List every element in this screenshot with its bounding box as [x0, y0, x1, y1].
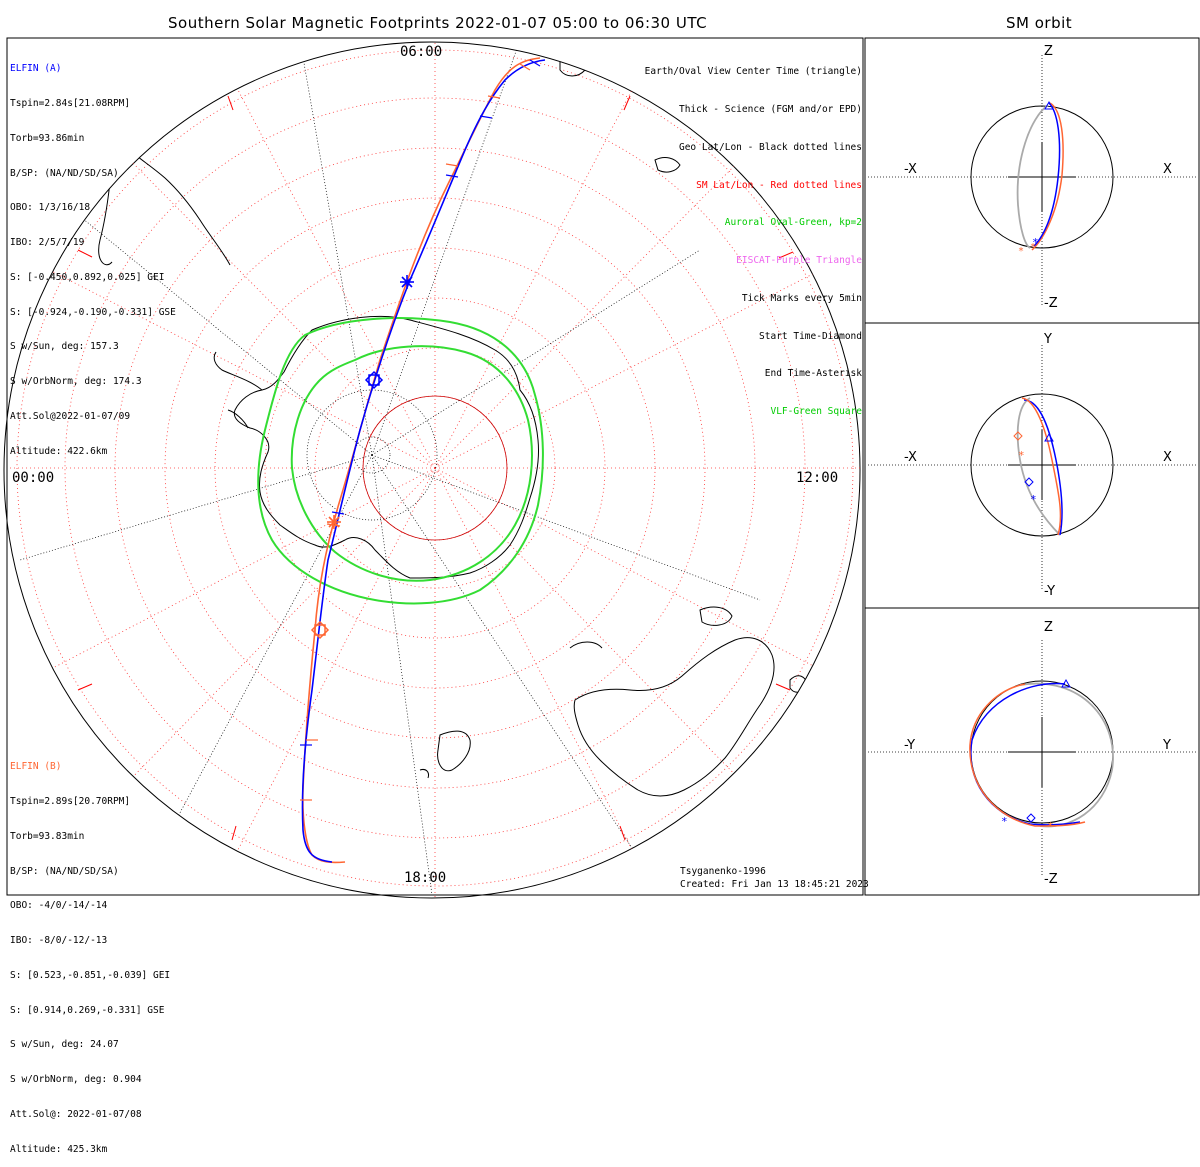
- orbit1-left: -X: [904, 162, 917, 177]
- geo-grid: [19, 42, 761, 896]
- map-frame: [6, 37, 864, 896]
- hour-label-right: 12:00: [796, 470, 839, 486]
- orbit-panel-yz: * *: [868, 640, 1198, 875]
- elfin-b-info: ELFIN (B) Tspin=2.89s[20.70RPM] Torb=93.…: [10, 738, 170, 1167]
- elfin-a-info: ELFIN (A) Tspin=2.84s[21.08RPM] Torb=93.…: [10, 40, 176, 469]
- elfin-b-name: ELFIN (B): [10, 761, 62, 773]
- elfin-b-line: Torb=93.83min: [10, 830, 85, 842]
- elfin-b-line: IBO: -8/0/-12/-13: [10, 935, 108, 947]
- hour-label-left: 00:00: [12, 470, 55, 486]
- hour-label-top: 06:00: [400, 44, 443, 60]
- legend-item: EISCAT-Purple Triangle: [736, 255, 862, 267]
- legend-item: End Time-Asterisk: [764, 368, 862, 380]
- elfin-b-line: S w/OrbNorm, deg: 0.904: [10, 1074, 142, 1086]
- elfin-b-line: S: [0.914,0.269,-0.331] GSE: [10, 1004, 165, 1016]
- legend: Earth/Oval View Center Time (triangle) T…: [645, 41, 862, 431]
- elfin-b-line: S: [0.523,-0.851,-0.039] GEI: [10, 969, 171, 981]
- orbit1-top: Z: [1044, 44, 1053, 59]
- svg-text:*: *: [1047, 820, 1054, 833]
- legend-item: Start Time-Diamond: [759, 330, 862, 342]
- elfin-b-line: OBO: -4/0/-14/-14: [10, 900, 108, 912]
- legend-item: Thick - Science (FGM and/or EPD): [678, 103, 862, 115]
- legend-item: Auroral Oval-Green, kp=2: [724, 217, 862, 229]
- svg-text:*: *: [1018, 449, 1025, 462]
- elfin-a-line: Torb=93.86min: [10, 132, 85, 144]
- sm-meridians: [8, 42, 860, 898]
- orbit-frame: [864, 37, 1200, 896]
- svg-text:*: *: [1030, 242, 1036, 253]
- elfin-b-line: Altitude: 425.3km: [10, 1143, 108, 1155]
- orbit3-bottom: -Z: [1044, 872, 1058, 887]
- orbit-panel-xz: * * *: [868, 55, 1198, 305]
- legend-item: Earth/Oval View Center Time (triangle): [644, 66, 862, 78]
- elfin-a-line: S w/OrbNorm, deg: 174.3: [10, 376, 142, 388]
- orbit1-right: X: [1163, 162, 1172, 177]
- footprint-map: * * * * * * *: [3, 37, 1200, 899]
- orbit3-right: Y: [1163, 738, 1171, 753]
- elfin-a-line: B/SP: (NA/ND/SD/SA): [10, 167, 119, 179]
- orbit1-bottom: -Z: [1044, 296, 1058, 311]
- elfin-b-track: [302, 57, 541, 864]
- elfin-a-line: IBO: 2/5/7/19: [10, 237, 85, 249]
- legend-item: Tick Marks every 5min: [741, 292, 862, 304]
- orbit-panel-xy: * *: [868, 345, 1198, 590]
- svg-text:*: *: [1018, 246, 1024, 257]
- orbit3-top: Z: [1044, 620, 1053, 635]
- end-asterisk-b: [327, 515, 341, 529]
- elfin-a-name: ELFIN (A): [10, 63, 62, 75]
- model-label: Tsyganenko-1996: [680, 866, 766, 877]
- plot-title: Southern Solar Magnetic Footprints 2022-…: [168, 14, 708, 32]
- elfin-a-line: S w/Sun, deg: 157.3: [10, 341, 119, 353]
- elfin-a-line: Altitude: 422.6km: [10, 445, 108, 457]
- svg-text:*: *: [1001, 815, 1008, 828]
- elfin-b-line: Tspin=2.89s[20.70RPM]: [10, 795, 131, 807]
- elfin-b-line: S w/Sun, deg: 24.07: [10, 1039, 119, 1051]
- orbit3-left: -Y: [904, 738, 916, 753]
- legend-item: Geo Lat/Lon - Black dotted lines: [678, 141, 862, 153]
- orbit2-bottom: -Y: [1044, 584, 1056, 599]
- created-label: Created: Fri Jan 13 18:45:21 2023: [680, 879, 869, 890]
- elfin-a-line: S: [-0.924,-0.190,-0.331] GSE: [10, 306, 176, 318]
- end-asterisk-a: [400, 275, 414, 289]
- elfin-a-line: Att.Sol@2022-01-07/09: [10, 411, 131, 422]
- orbit-title: SM orbit: [1006, 14, 1073, 32]
- start-diamond-a: [364, 370, 384, 390]
- edge-ticks: [77, 95, 794, 841]
- legend-item: SM Lat/Lon - Red dotted lines: [696, 179, 862, 191]
- track-ticks: [300, 59, 541, 801]
- orbit2-left: -X: [904, 450, 917, 465]
- svg-text:*: *: [1032, 236, 1039, 249]
- elfin-a-line: OBO: 1/3/16/18: [10, 202, 91, 214]
- hour-label-bottom: 18:00: [404, 870, 447, 886]
- svg-text:*: *: [1030, 493, 1037, 506]
- auroral-ovals: [257, 317, 544, 605]
- elfin-a-line: S: [-0.450,0.892,0.025] GEI: [10, 271, 165, 283]
- legend-item: VLF-Green Square: [770, 406, 862, 418]
- elfin-b-line: B/SP: (NA/ND/SD/SA): [10, 865, 119, 877]
- orbit2-top: Y: [1044, 332, 1052, 347]
- elfin-b-line: Att.Sol@: 2022-01-07/08: [10, 1109, 142, 1120]
- start-diamond-b: [310, 620, 330, 640]
- elfin-a-line: Tspin=2.84s[21.08RPM]: [10, 97, 131, 109]
- elfin-a-track: [301, 59, 546, 863]
- orbit2-right: X: [1163, 450, 1172, 465]
- map-boundary: [3, 41, 861, 899]
